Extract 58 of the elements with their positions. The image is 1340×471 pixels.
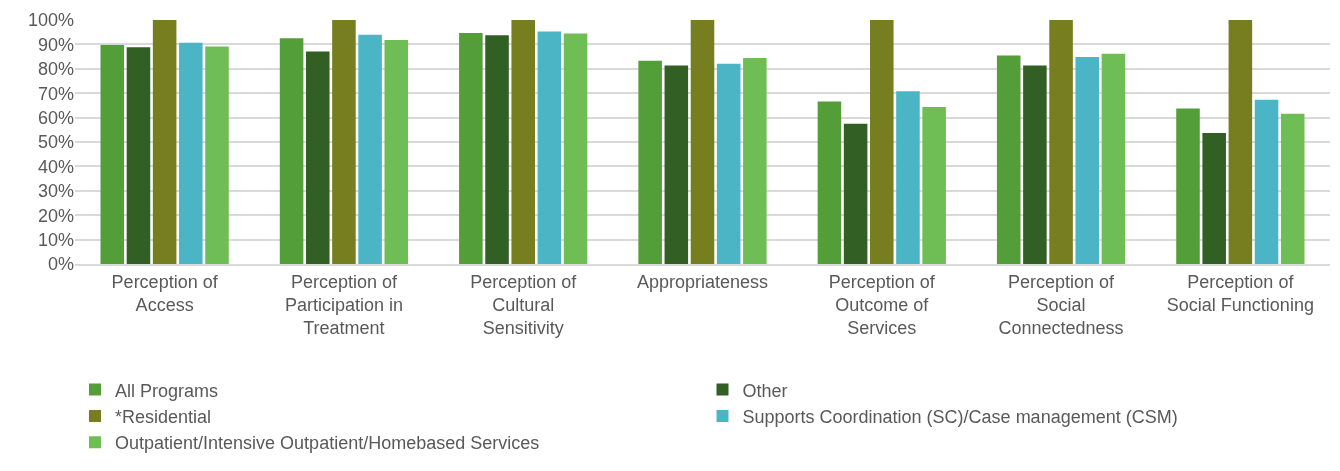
bar — [179, 42, 203, 264]
x-tick-label: Perception of Cultural Sensitivity — [470, 271, 578, 339]
bar — [332, 20, 356, 264]
bar — [305, 51, 330, 264]
bar — [1202, 132, 1226, 264]
bar — [1049, 20, 1073, 264]
bar — [1075, 57, 1100, 264]
y-tick-label: 40% — [37, 156, 74, 177]
x-tick-label: Perception of Outcome of Services — [828, 271, 936, 339]
y-tick-label: 30% — [37, 181, 74, 202]
bar — [896, 91, 920, 264]
bar — [664, 65, 689, 264]
bar — [690, 20, 715, 264]
bar — [1101, 53, 1126, 264]
y-tick-label: 70% — [37, 83, 74, 104]
bar — [743, 58, 767, 264]
legend-label: Outpatient/Intensive Outpatient/Homebased Services — [115, 433, 540, 454]
y-tick-label: 20% — [37, 205, 74, 226]
bar — [638, 60, 662, 264]
bar — [1254, 99, 1279, 264]
bar — [843, 123, 868, 264]
y-tick-label: 100% — [27, 10, 74, 31]
bar — [537, 31, 562, 264]
bar — [817, 101, 842, 264]
bar — [1228, 20, 1253, 264]
bar — [1280, 113, 1305, 264]
y-tick-label: 60% — [37, 107, 74, 128]
bar — [126, 47, 151, 264]
bar — [279, 38, 304, 264]
bar — [1023, 65, 1047, 264]
bar — [922, 107, 946, 264]
bar — [459, 32, 483, 264]
legend-label: Other — [742, 380, 788, 401]
x-tick-label: Perception of Participation in Treatment — [284, 271, 403, 339]
x-tick-label: Appropriateness — [636, 271, 769, 292]
bar — [716, 63, 741, 264]
y-tick-label: 80% — [37, 59, 74, 80]
bar — [100, 44, 125, 264]
bar — [152, 20, 177, 264]
y-tick-label: 0% — [47, 254, 74, 275]
bar — [358, 34, 382, 264]
y-tick-label: 90% — [37, 34, 74, 55]
bar — [996, 55, 1021, 264]
bar — [485, 35, 509, 264]
x-tick-label: Perception of Social Connectedness — [998, 271, 1124, 339]
legend-label: *Residential — [115, 406, 212, 427]
legend-label: Supports Coordination (SC)/Case management (CSM) — [742, 406, 1178, 427]
bar — [1176, 108, 1200, 264]
legend-label: All Programs — [115, 380, 219, 401]
y-tick-label: 50% — [37, 132, 74, 153]
bar — [384, 40, 409, 264]
bar — [563, 33, 588, 264]
bar — [511, 20, 535, 264]
y-tick-label: 10% — [37, 229, 74, 250]
x-tick-label: Perception of Social Functioning — [1166, 271, 1314, 315]
bar — [870, 20, 894, 264]
bar — [205, 46, 229, 264]
x-tick-label: Perception of Access — [111, 271, 219, 315]
